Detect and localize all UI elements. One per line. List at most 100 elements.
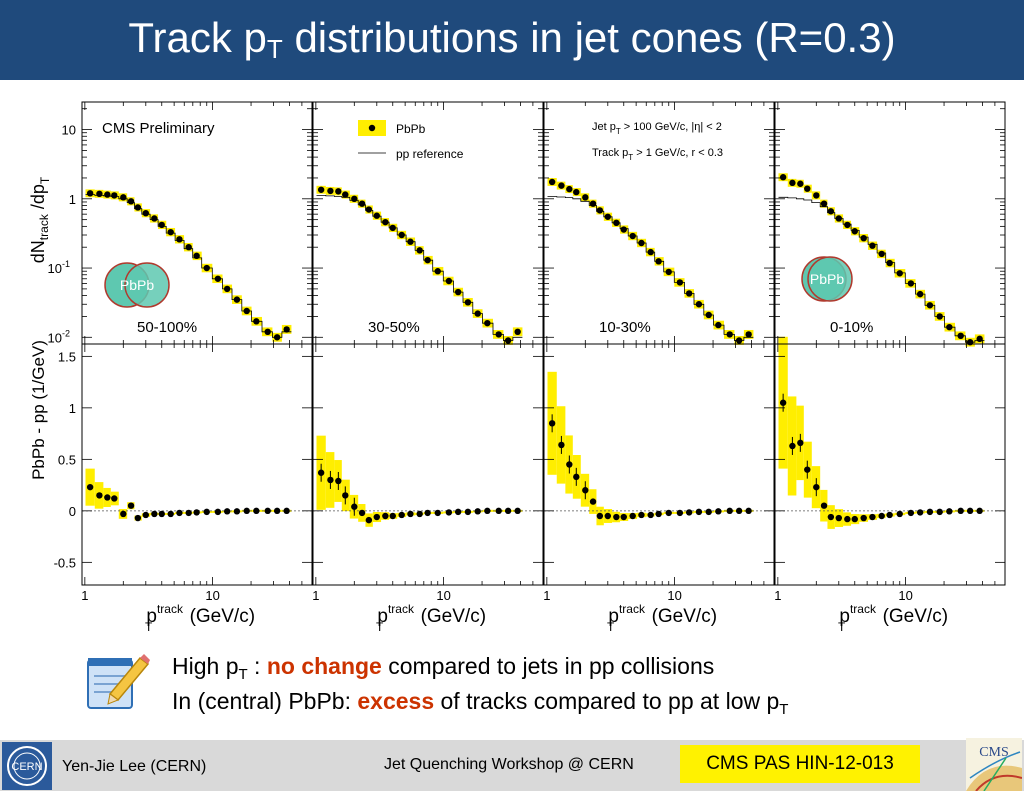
difference-point bbox=[573, 473, 580, 481]
difference-point bbox=[705, 508, 712, 516]
difference-point bbox=[896, 510, 903, 518]
pbpb-point bbox=[789, 179, 796, 187]
pbpb-point bbox=[504, 337, 512, 344]
difference-point bbox=[797, 439, 804, 447]
pbpb-point bbox=[382, 218, 389, 226]
difference-point bbox=[445, 509, 453, 516]
difference-point bbox=[504, 507, 512, 515]
difference-point bbox=[726, 507, 733, 515]
difference-point bbox=[844, 515, 851, 523]
difference-point bbox=[104, 494, 111, 501]
pbpb-point bbox=[484, 319, 491, 327]
svg-text:CERN: CERN bbox=[11, 761, 42, 773]
difference-point bbox=[351, 503, 358, 510]
pbpb-point bbox=[548, 178, 556, 186]
pbpb-point bbox=[797, 180, 804, 187]
pbpb-peripheral-logo-right bbox=[124, 262, 170, 308]
difference-point bbox=[495, 507, 502, 515]
difference-point bbox=[382, 512, 389, 520]
x-axis-label: ptrack T (GeV/c) bbox=[145, 602, 255, 634]
pbpb-point bbox=[104, 191, 111, 198]
pbpb-point bbox=[813, 192, 820, 199]
difference-point bbox=[735, 507, 743, 515]
pbpb-point bbox=[916, 290, 924, 298]
pbpb-point bbox=[389, 224, 396, 232]
pbpb-point bbox=[96, 190, 103, 198]
difference-point bbox=[120, 510, 127, 518]
difference-point bbox=[638, 511, 645, 519]
difference-point bbox=[434, 509, 441, 517]
x-tick-label: 1 bbox=[312, 588, 319, 603]
difference-point bbox=[373, 513, 380, 521]
y-tick-label: 0.5 bbox=[58, 452, 76, 467]
pbpb-point bbox=[120, 194, 127, 201]
pbpb-point bbox=[127, 198, 135, 205]
pbpb-point bbox=[134, 204, 142, 211]
pbpb-point bbox=[726, 331, 733, 338]
pbpb-point bbox=[779, 174, 787, 181]
pbpb-point bbox=[907, 280, 915, 287]
pbpb-point bbox=[358, 200, 366, 207]
difference-point bbox=[151, 510, 158, 518]
pbpb-point bbox=[373, 212, 380, 219]
pbpb-point bbox=[142, 209, 149, 217]
y-tick-label: 1 bbox=[69, 192, 76, 207]
y-tick-label: -0.5 bbox=[54, 555, 76, 570]
difference-point bbox=[589, 498, 597, 505]
difference-point bbox=[779, 399, 787, 406]
y-axis-label-bottom: PbPb - pp (1/GeV) bbox=[29, 340, 48, 480]
bullet-excess: In (central) PbPb: excess of tracks comp… bbox=[172, 688, 789, 718]
x-axis-label: ptrack T (GeV/c) bbox=[607, 602, 717, 634]
cms-logo-icon: CMS bbox=[966, 738, 1023, 792]
legend-pbpb-label: PbPb bbox=[396, 122, 426, 136]
pbpb-point bbox=[233, 296, 241, 303]
centrality-label: 30-50% bbox=[368, 319, 420, 336]
pbpb-point bbox=[514, 328, 521, 336]
pbpb-central-logo-label: PbPb bbox=[810, 271, 844, 287]
pbpb-point bbox=[203, 264, 210, 272]
pbpb-point bbox=[342, 191, 349, 198]
panel-frame-bottom bbox=[543, 343, 775, 586]
pbpb-point bbox=[735, 337, 743, 344]
pbpb-point bbox=[976, 335, 983, 343]
pbpb-point bbox=[695, 301, 703, 308]
pbpb-point bbox=[647, 248, 654, 256]
difference-point bbox=[365, 516, 373, 524]
x-tick-label: 10 bbox=[667, 588, 681, 603]
pbpb-point bbox=[705, 311, 712, 319]
difference-point bbox=[389, 512, 396, 520]
x-tick-label: 10 bbox=[436, 588, 450, 603]
difference-point bbox=[111, 495, 118, 502]
difference-point bbox=[454, 508, 462, 516]
pbpb-point bbox=[454, 288, 462, 296]
y-tick-label: 1.5 bbox=[58, 349, 76, 364]
pbpb-point bbox=[596, 207, 604, 214]
legend-marker bbox=[368, 124, 376, 132]
centrality-label: 10-30% bbox=[599, 319, 651, 336]
legend-pp-label: pp reference bbox=[396, 147, 464, 161]
y-tick-label: 0 bbox=[69, 504, 76, 519]
difference-point bbox=[484, 507, 491, 515]
presenter-name: Yen-Jie Lee (CERN) bbox=[62, 758, 207, 775]
difference-point bbox=[715, 508, 722, 515]
difference-point bbox=[416, 510, 423, 518]
pbpb-point bbox=[176, 236, 183, 243]
x-axis-label: ptrack T (GeV/c) bbox=[838, 602, 948, 634]
svg-text:CMS: CMS bbox=[979, 745, 1009, 760]
difference-point bbox=[976, 507, 983, 515]
pbpb-point bbox=[424, 256, 431, 264]
pbpb-point bbox=[264, 328, 271, 336]
pbpb-point bbox=[111, 192, 118, 199]
pbpb-point bbox=[243, 307, 250, 315]
difference-point bbox=[142, 511, 149, 519]
difference-point bbox=[907, 509, 915, 517]
pbpb-point bbox=[946, 323, 953, 331]
difference-point bbox=[745, 507, 752, 515]
difference-point bbox=[886, 511, 893, 519]
difference-point bbox=[407, 510, 414, 518]
difference-point bbox=[127, 502, 135, 509]
pbpb-point bbox=[335, 188, 342, 195]
panel-frame-bottom bbox=[774, 343, 1006, 586]
pbpb-point bbox=[398, 231, 405, 239]
